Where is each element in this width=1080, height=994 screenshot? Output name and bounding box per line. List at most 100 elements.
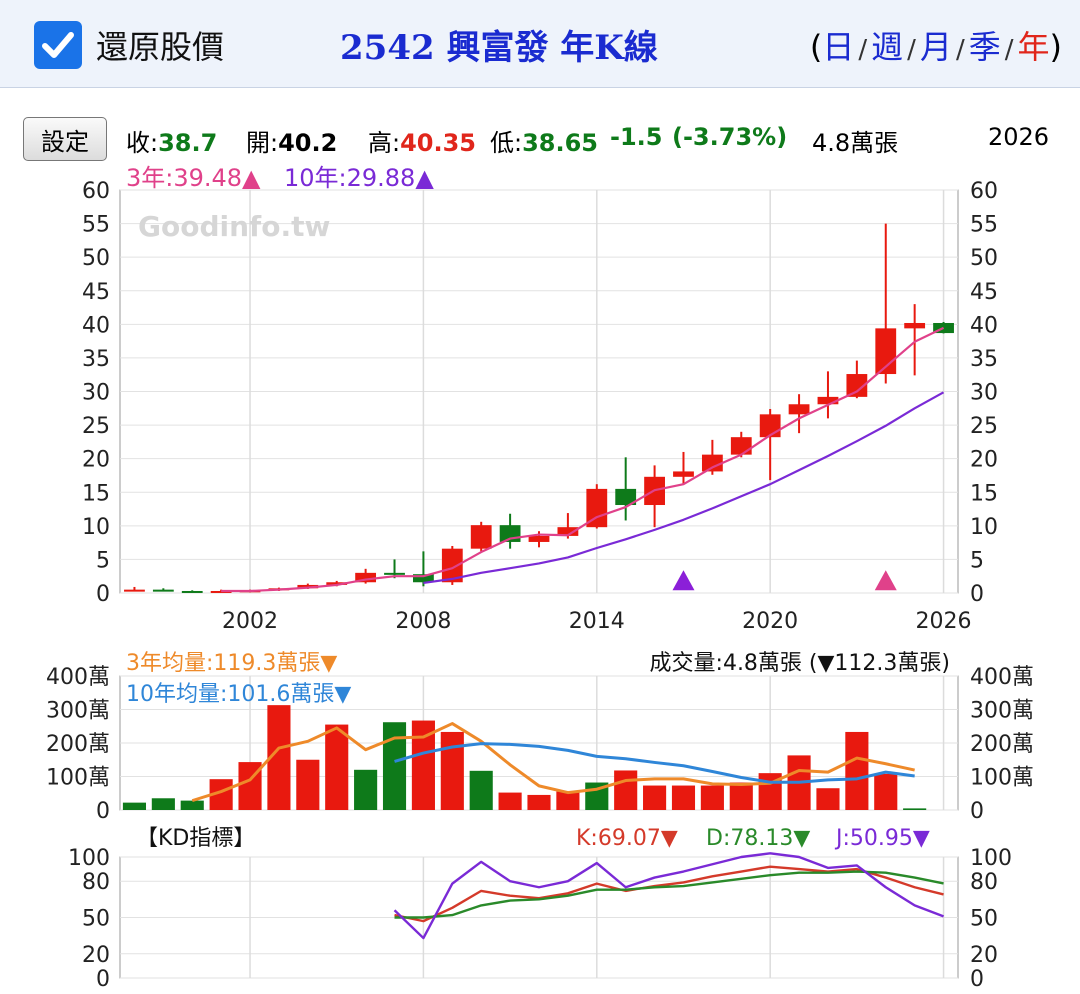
kd-j-line — [393, 852, 944, 940]
price-ytick-right: 60 — [970, 179, 998, 204]
price-ytick-right: 15 — [970, 481, 998, 506]
candle-body — [615, 488, 637, 506]
period-selector: (日 / 週 / 月 / 季 / 年) — [810, 22, 1062, 68]
candle-body — [124, 589, 145, 592]
volume-bar — [122, 802, 147, 810]
volume-ma3-legend: 3年均量:119.3萬張▼ — [126, 651, 337, 676]
volume-bar — [614, 770, 638, 810]
kd-d-legend: D:78.13▼ — [706, 826, 810, 851]
price-xtick: 2002 — [222, 609, 278, 634]
signal-marker — [874, 570, 897, 591]
kd-ytick-right: 20 — [970, 943, 998, 968]
price-ytick-left: 50 — [82, 246, 110, 271]
volume-ytick-right: 100萬 — [970, 766, 1034, 791]
price-ytick-right: 10 — [970, 515, 998, 540]
volume-bar — [874, 773, 898, 810]
settings-button[interactable]: 設定 — [23, 117, 107, 161]
kd-k-line — [394, 865, 944, 923]
period-separator: / — [955, 35, 965, 65]
quote-change: -1.5 — [610, 123, 663, 151]
volume-ytick-right: 200萬 — [970, 732, 1034, 757]
volume-bar — [267, 705, 291, 810]
price-ytick-right: 25 — [970, 414, 998, 439]
volume-bar — [469, 770, 493, 810]
ma3-line — [221, 326, 945, 593]
price-ytick-right: 30 — [970, 381, 998, 406]
candle-body — [759, 414, 781, 438]
candle-body — [326, 582, 348, 585]
quote-change-pct: (-3.73%) — [672, 123, 788, 151]
period-tab-0[interactable]: 日 — [822, 28, 855, 66]
quote-open: 開:40.2 — [246, 129, 338, 157]
candle-body — [152, 589, 174, 592]
volume-bar — [209, 779, 233, 810]
candle-body — [384, 572, 405, 575]
period-open-paren: ( — [809, 28, 823, 66]
period-separator: / — [907, 35, 916, 65]
period-separator: / — [1004, 35, 1014, 65]
signal-marker — [672, 570, 695, 591]
candle-body — [557, 527, 579, 536]
candle-body — [355, 572, 377, 583]
price-ytick-right: 5 — [970, 548, 984, 573]
quote-low: 低:38.65 — [490, 129, 599, 157]
kd-d-line — [394, 870, 944, 919]
volume-ytick-left: 300萬 — [46, 699, 110, 724]
candle-body — [470, 525, 492, 549]
header-bar: 還原股價 2542 興富發 年K線 (日 / 週 / 月 / 季 / 年) — [0, 0, 1080, 88]
price-ytick-left: 35 — [82, 347, 110, 372]
volume-ytick-right: 400萬 — [970, 665, 1034, 690]
candle-body — [586, 488, 608, 528]
candle-body — [181, 590, 203, 593]
volume-bar — [527, 794, 551, 810]
period-separator: / — [858, 35, 868, 65]
volume-bar — [325, 724, 349, 810]
volume-ytick-left: 0 — [96, 799, 110, 824]
quote-volume: 4.8萬張 — [812, 129, 899, 157]
volume-bar — [729, 782, 753, 810]
price-xtick: 2014 — [569, 609, 625, 634]
checkmark-icon — [42, 32, 74, 58]
volume-bar — [903, 808, 927, 810]
price-ytick-right: 35 — [970, 347, 998, 372]
period-tab-2[interactable]: 月 — [919, 28, 952, 66]
volume-bar — [498, 792, 522, 810]
price-ytick-left: 55 — [82, 213, 110, 238]
period-tab-3[interactable]: 季 — [968, 28, 1001, 66]
price-ytick-right: 55 — [970, 213, 998, 238]
volume-ma3-line — [191, 722, 915, 803]
ma10-line — [423, 391, 945, 585]
price-ytick-left: 5 — [96, 548, 110, 573]
candle-body — [673, 471, 694, 477]
volume-ytick-left: 100萬 — [46, 766, 110, 791]
candle-body — [441, 548, 463, 583]
price-ytick-left: 40 — [82, 313, 110, 338]
volume-ytick-left: 400萬 — [46, 665, 110, 690]
period-tab-4[interactable]: 年 — [1017, 28, 1050, 66]
price-ytick-right: 45 — [970, 280, 998, 305]
kd-ytick-right: 80 — [970, 870, 998, 895]
candle-body — [701, 454, 723, 472]
volume-bar — [411, 720, 435, 810]
kd-ytick-left: 100 — [68, 846, 110, 871]
volume-ytick-right: 0 — [970, 799, 984, 824]
period-tab-1[interactable]: 週 — [871, 28, 904, 66]
kd-title: 【KD指標】 — [136, 826, 255, 851]
price-ytick-left: 30 — [82, 381, 110, 406]
volume-bar — [643, 785, 667, 810]
volume-ma10-legend: 10年均量:101.6萬張▼ — [126, 682, 351, 707]
watermark: Goodinfo.tw — [138, 210, 330, 243]
kd-j-legend: J:50.95▼ — [834, 826, 930, 851]
candle-body — [413, 574, 434, 583]
restore-price-checkbox[interactable] — [34, 21, 82, 69]
volume-bar — [151, 798, 175, 810]
kd-ytick-left: 20 — [82, 943, 110, 968]
quote-close: 收:38.7 — [126, 129, 218, 157]
price-ytick-left: 45 — [82, 280, 110, 305]
period-close-paren: ) — [1049, 28, 1062, 66]
kd-ytick-right: 100 — [970, 846, 1012, 871]
price-ytick-left: 0 — [96, 582, 110, 607]
price-xtick: 2026 — [916, 609, 972, 634]
volume-bar — [816, 788, 840, 810]
